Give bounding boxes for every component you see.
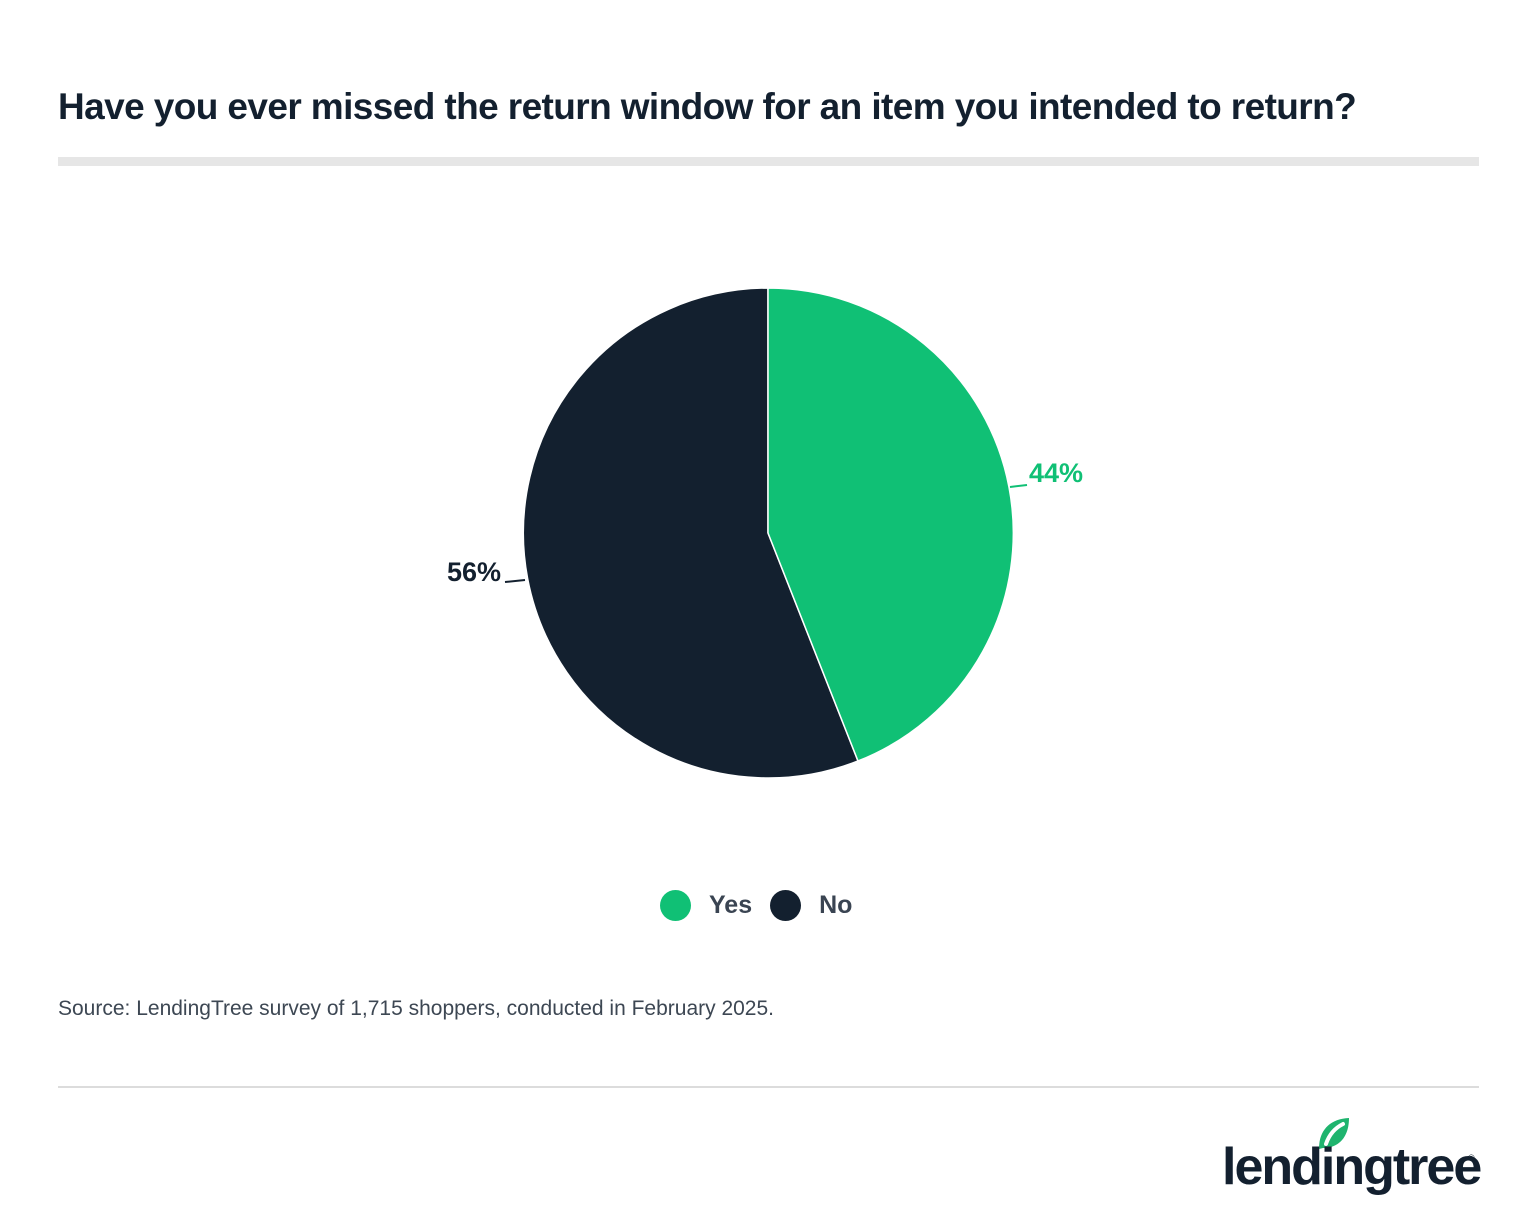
legend-label-no: No [819, 891, 853, 919]
chart-legend: Yes No [660, 890, 870, 921]
legend-label-yes: Yes [709, 891, 753, 919]
pie-slice-no [522, 287, 859, 779]
logo-wordmark: lendingtree [1222, 1138, 1482, 1196]
legend-swatch-no-icon [770, 890, 802, 921]
footer-divider [58, 1086, 1479, 1088]
legend-swatch-yes-icon [660, 890, 691, 921]
lendingtree-logo: lendingtree ® [1222, 1115, 1482, 1200]
legend-item-yes[interactable]: Yes [660, 890, 752, 921]
title-divider [58, 157, 1479, 166]
pie-slice-yes [767, 287, 1015, 762]
leaf-icon [1319, 1118, 1349, 1149]
data-label-yes: 44% [1029, 458, 1084, 488]
leader-line-no [504, 579, 526, 583]
data-label-no: 56% [447, 557, 502, 587]
legend-item-no[interactable]: No [770, 890, 852, 921]
chart-title: Have you ever missed the return window f… [58, 86, 1357, 127]
source-note: Source: LendingTree survey of 1,715 shop… [58, 997, 774, 1020]
leader-line-yes [1009, 484, 1028, 488]
registered-mark: ® [1468, 1153, 1475, 1163]
